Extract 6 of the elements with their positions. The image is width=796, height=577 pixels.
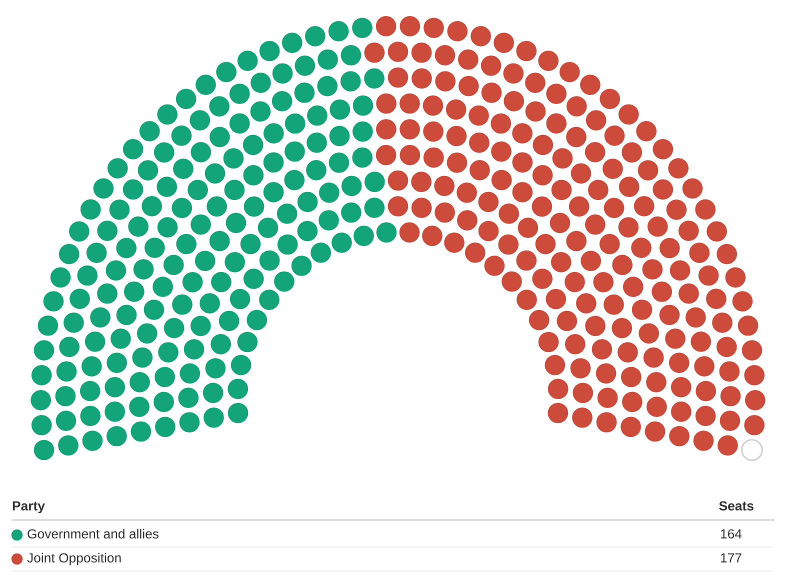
data-label: 164 [721,529,742,539]
data-label: 177 [721,553,742,562]
category-label: Government and allies [28,528,159,539]
category-label: Joint Opposition [27,552,121,566]
legend-title: Party [12,501,45,514]
text: Seats [719,501,754,511]
